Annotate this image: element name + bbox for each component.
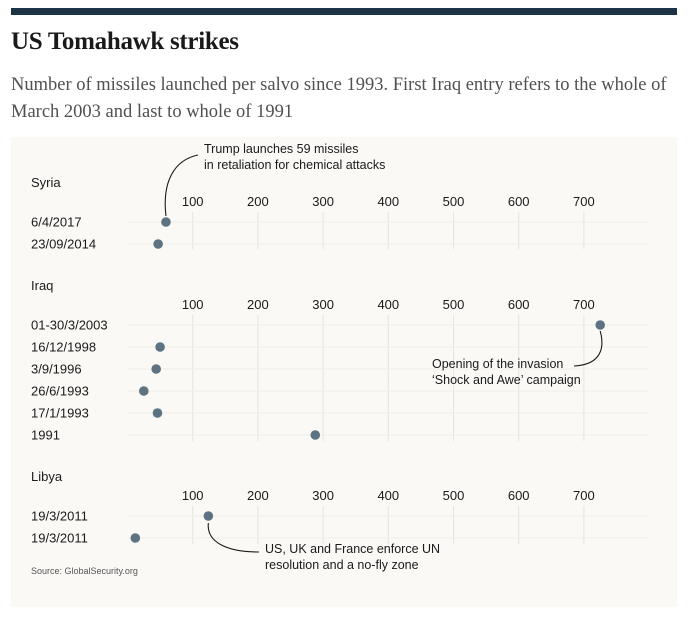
data-point [153,239,163,249]
data-point [151,364,161,374]
data-point [155,342,165,352]
x-tick-label: 200 [247,297,269,312]
annotation-text: Opening of the invasion [432,357,563,371]
page-title: US Tomahawk strikes [11,28,239,55]
panel-title: Iraq [31,278,53,293]
data-point [203,511,214,521]
x-tick-label: 500 [443,488,465,503]
annotation-text: ‘Shock and Awe’ campaign [432,373,581,387]
panel-iraq: Iraq 100 200 300 400 500 600 700 01-30/3/2003 16/… [31,278,648,443]
data-point [161,217,171,227]
category-label: 19/3/2011 [31,531,88,546]
annotation-text: Trump launches 59 missiles [204,142,358,156]
annotation-text: resolution and a no-fly zone [265,558,419,572]
data-point [139,386,149,396]
data-point [152,408,163,418]
panel-title: Libya [31,469,63,484]
x-tick-label: 200 [247,488,269,503]
annotation-text: US, UK and France enforce UN [265,542,440,556]
x-tick-label: 700 [573,488,595,503]
source-note: Source: GlobalSecurity.org [31,566,138,576]
annotation: Trump launches 59 missiles in retaliation… [164,142,385,217]
annotation-text: in retaliation for chemical attacks [204,158,385,172]
category-label: 19/3/2011 [31,509,88,524]
x-tick-label: 100 [182,194,204,209]
x-tick-label: 700 [573,297,595,312]
x-tick-label: 100 [182,297,204,312]
annotation: Opening of the invasion ‘Shock and Awe’ c… [432,330,603,387]
x-tick-label: 600 [508,194,530,209]
category-label: 17/1/1993 [31,406,89,421]
x-tick-label: 400 [377,488,399,503]
x-tick-label: 100 [182,488,204,503]
x-tick-label: 300 [312,194,334,209]
annotation-connector [164,154,199,217]
panel-title: Syria [31,175,61,190]
x-tick-label: 400 [377,297,399,312]
x-tick-label: 600 [508,488,530,503]
annotation: US, UK and France enforce UN resolution a… [207,522,440,572]
data-point [310,430,321,440]
category-label: 23/09/2014 [31,237,96,252]
annotation-connector [207,522,260,553]
x-tick-label: 700 [573,194,595,209]
x-tick-label: 600 [508,297,530,312]
category-label: 1991 [31,428,60,443]
page-subtitle: Number of missiles launched per salvo si… [11,75,667,122]
annotation-connector [573,330,603,367]
panel-libya: Libya 100 200 300 400 500 600 700 19/3/2011 19/3/… [31,469,648,546]
data-point [130,533,141,543]
x-tick-label: 400 [377,194,399,209]
x-tick-label: 200 [247,194,269,209]
category-label: 26/6/1993 [31,384,89,399]
x-tick-label: 500 [443,194,465,209]
x-tick-label: 300 [312,297,334,312]
data-point [595,320,605,330]
category-label: 16/12/1998 [31,340,96,355]
top-accent-bar [11,8,677,15]
panel-syria: Syria 100 200 300 400 500 600 700 6/4/2017 23/09/… [31,175,648,252]
category-label: 6/4/2017 [31,215,82,230]
category-label: 3/9/1996 [31,362,82,377]
chart-panel [11,137,677,607]
x-tick-label: 300 [312,488,334,503]
x-tick-label: 500 [443,297,465,312]
category-label: 01-30/3/2003 [31,318,108,333]
